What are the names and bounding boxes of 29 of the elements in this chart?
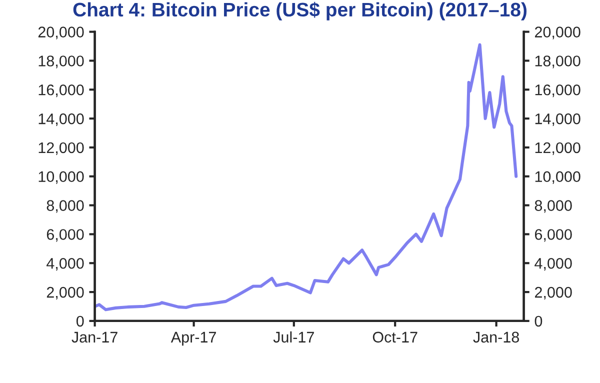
y2-tick-label: 0	[534, 316, 542, 327]
x-tick-label: Jan-17	[72, 332, 118, 343]
y2-tick-label: 18,000	[535, 56, 580, 68]
y-tick-label: 8,000	[46, 200, 84, 213]
x-tick-label: Oct-17	[372, 332, 418, 343]
y2-tick-label: 2,000	[534, 286, 572, 300]
y-tick-label: 20,000	[38, 26, 84, 40]
x-tick-label: Jul-17	[273, 331, 314, 343]
x-tick-label: Jan-18	[473, 332, 519, 343]
chart-title: Chart 4: Bitcoin Price (US$ per Bitcoin) (2017–18)	[73, 2, 527, 20]
x-tick-label: Apr-17	[170, 332, 216, 346]
y-tick-label: 4,000	[46, 258, 84, 271]
y2-tick-label: 4,000	[534, 258, 572, 271]
line-series	[94, 43, 518, 312]
y-tick-label: 16,000	[38, 84, 84, 98]
y2-tick-label: 8,000	[534, 200, 572, 213]
y-tick-label: 2,000	[46, 286, 84, 300]
y-tick-label: 0	[76, 316, 84, 327]
y-tick-label: 6,000	[46, 229, 84, 242]
y-tick-label: 12,000	[38, 142, 84, 155]
y2-tick-label: 6,000	[534, 229, 572, 242]
y-tick-label: 10,000	[38, 171, 84, 184]
y2-tick-label: 16,000	[535, 84, 580, 98]
y-tick-label: 18,000	[38, 56, 84, 68]
y2-tick-label: 14,000	[535, 113, 580, 126]
y-tick-label: 14,000	[38, 113, 84, 126]
y2-tick-label: 12,000	[535, 142, 580, 155]
y2-tick-label: 10,000	[535, 171, 580, 184]
y2-tick-label: 20,000	[534, 26, 580, 40]
